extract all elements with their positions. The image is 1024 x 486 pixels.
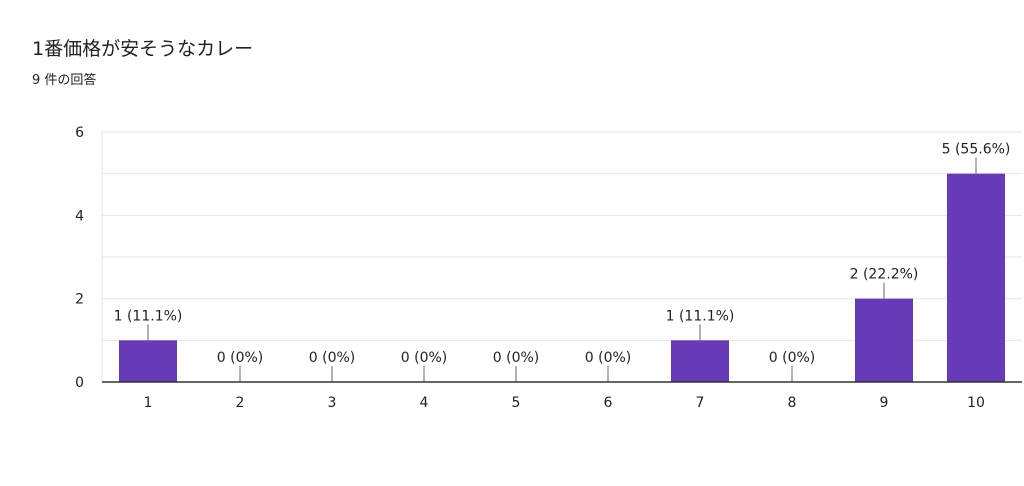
- x-tick-label: 9: [880, 395, 889, 411]
- x-tick-label: 7: [696, 395, 705, 411]
- data-label: 0 (0%): [585, 350, 632, 366]
- x-tick-label: 8: [788, 395, 797, 411]
- y-tick-label: 6: [75, 125, 84, 141]
- data-label: 5 (55.6%): [942, 142, 1011, 158]
- chart-title: 1番価格が安そうなカレー: [32, 38, 254, 60]
- bar: [119, 340, 177, 382]
- x-tick-label: 10: [967, 395, 985, 411]
- y-tick-label: 4: [75, 208, 84, 224]
- x-tick-label: 6: [604, 395, 613, 411]
- data-label: 1 (11.1%): [114, 308, 183, 324]
- data-label: 0 (0%): [493, 350, 540, 366]
- data-label: 1 (11.1%): [666, 308, 735, 324]
- y-tick-label: 0: [75, 375, 84, 391]
- data-label: 0 (0%): [769, 350, 816, 366]
- x-tick-label: 2: [236, 395, 245, 411]
- data-label: 0 (0%): [309, 350, 356, 366]
- data-label: 0 (0%): [401, 350, 448, 366]
- y-tick-label: 2: [75, 292, 84, 308]
- response-count: 9 件の回答: [32, 73, 97, 88]
- bar: [947, 173, 1005, 382]
- bar: [671, 340, 729, 382]
- x-tick-label: 1: [144, 395, 153, 411]
- data-label: 0 (0%): [217, 350, 264, 366]
- x-tick-label: 5: [512, 395, 521, 411]
- data-label: 2 (22.2%): [850, 267, 919, 283]
- bar: [855, 298, 913, 382]
- x-tick-label: 4: [420, 395, 429, 411]
- x-tick-label: 3: [328, 395, 337, 411]
